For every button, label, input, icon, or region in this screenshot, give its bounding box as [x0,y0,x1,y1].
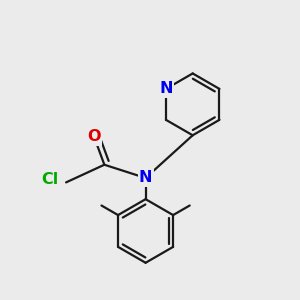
Text: Cl: Cl [41,172,58,187]
Text: O: O [87,129,101,144]
Text: N: N [139,170,152,185]
Text: N: N [159,81,173,96]
